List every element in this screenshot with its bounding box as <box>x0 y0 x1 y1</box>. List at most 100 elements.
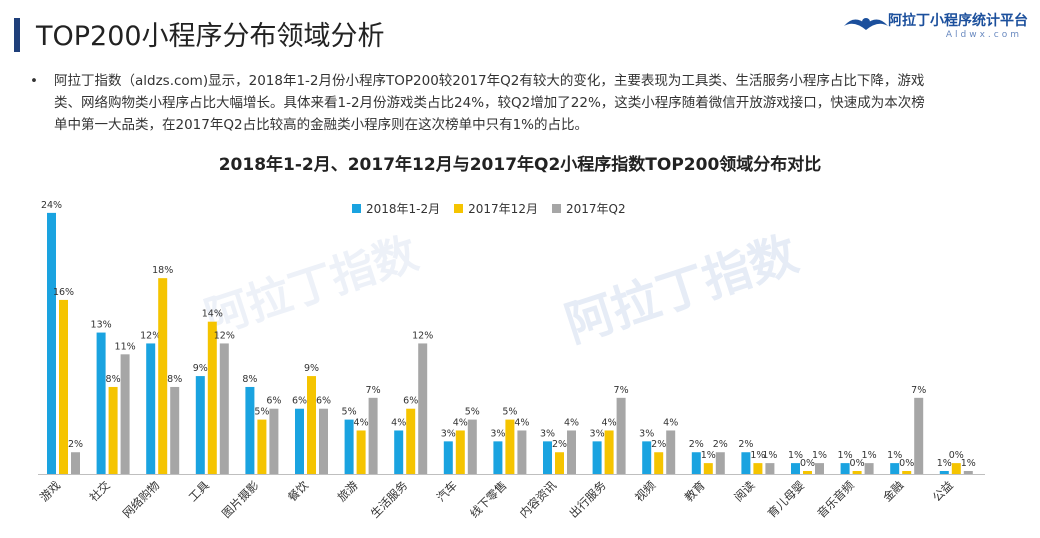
bar-s2017-q2 <box>517 430 527 474</box>
bar-s2018-jan-feb <box>939 471 949 474</box>
page-title: TOP200小程序分布领域分析 <box>36 21 385 52</box>
bar-s2017-q2 <box>467 419 477 474</box>
category-label: 社交 <box>87 478 114 505</box>
bar-s2018-jan-feb <box>642 441 652 474</box>
description: • 阿拉丁指数（aldzs.com)显示，2018年1-2月份小程序TOP200… <box>30 70 936 136</box>
bar-s2017-q2 <box>666 430 676 474</box>
legend-item: 2018年1-2月 <box>352 200 440 217</box>
data-label: 6% <box>266 396 281 407</box>
data-label: 3% <box>639 428 654 439</box>
legend-swatch <box>551 204 561 213</box>
data-label: 9% <box>304 363 319 374</box>
data-label: 7% <box>911 385 926 396</box>
bar-s2017-q2 <box>864 463 874 474</box>
data-label: 0% <box>850 458 865 469</box>
data-label: 8% <box>167 374 182 385</box>
data-label: 12% <box>214 330 235 341</box>
description-text: 阿拉丁指数（aldzs.com)显示，2018年1-2月份小程序TOP200较2… <box>54 73 925 133</box>
legend-item: 2017年Q2 <box>551 200 626 217</box>
category-label: 工具 <box>186 478 213 505</box>
bar-s2017-dec <box>555 452 564 474</box>
category-label: 阅读 <box>731 478 758 505</box>
title-accent-bar <box>14 18 20 52</box>
category-label: 内容资讯 <box>517 478 560 521</box>
bar-s2018-jan-feb <box>791 463 800 474</box>
category-label: 教育 <box>682 478 708 504</box>
legend-swatch <box>454 204 464 213</box>
category-label: 游戏 <box>37 478 64 505</box>
data-label: 1% <box>812 450 827 461</box>
bar-s2017-q2 <box>914 397 924 474</box>
data-label: 12% <box>412 330 433 341</box>
category-label: 汽车 <box>434 478 460 504</box>
bar-s2018-jan-feb <box>691 452 701 474</box>
bar-s2018-jan-feb <box>146 343 156 474</box>
bar-s2018-jan-feb <box>195 376 205 474</box>
bar-s2018-jan-feb <box>47 212 56 474</box>
data-label: 4% <box>564 417 579 428</box>
legend-item: 2017年12月 <box>454 200 538 217</box>
data-label: 4% <box>453 417 468 428</box>
data-label: 1% <box>887 450 902 461</box>
bar-s2018-jan-feb <box>295 408 304 474</box>
data-label: 24% <box>41 200 62 211</box>
category-label: 线下零售 <box>467 478 509 520</box>
brand-name: 阿拉丁小程序统计平台 <box>888 13 1028 29</box>
data-label: 2% <box>689 439 704 450</box>
data-label: 7% <box>366 385 381 396</box>
data-label: 2% <box>552 439 567 450</box>
bar-s2017-q2 <box>715 452 725 474</box>
data-label: 1% <box>762 450 777 461</box>
bar-s2017-dec <box>852 471 862 474</box>
data-label: 8% <box>106 374 121 385</box>
bar-s2017-q2 <box>815 463 824 474</box>
data-label: 3% <box>540 428 555 439</box>
bar-s2018-jan-feb <box>245 386 255 474</box>
category-label: 图片摄影 <box>219 478 262 521</box>
bar-s2017-dec <box>257 419 267 474</box>
brand-bird-icon <box>844 18 888 30</box>
bar-s2017-q2 <box>219 343 229 474</box>
category-label: 音乐音频 <box>814 478 857 521</box>
bar-s2017-dec <box>356 430 366 474</box>
bar-s2018-jan-feb <box>443 441 453 474</box>
data-label: 0% <box>800 458 815 469</box>
data-label: 1% <box>862 450 877 461</box>
data-label: 3% <box>590 428 605 439</box>
data-label: 7% <box>614 385 629 396</box>
category-label: 出行服务 <box>566 478 609 521</box>
bar-s2017-q2 <box>319 408 328 474</box>
bar-s2017-dec <box>654 452 664 474</box>
data-label: 1% <box>701 450 716 461</box>
data-label: 4% <box>354 417 369 428</box>
bar-s2018-jan-feb <box>592 441 602 474</box>
bar-s2017-dec <box>902 471 912 474</box>
bar-s2017-dec <box>505 419 515 474</box>
bar-s2017-dec <box>455 430 465 474</box>
legend-swatch <box>352 204 361 213</box>
data-label: 1% <box>750 450 765 461</box>
data-label: 6% <box>292 396 307 407</box>
bar-s2017-dec <box>604 430 614 474</box>
bar-s2018-jan-feb <box>493 441 503 474</box>
data-label: 0% <box>949 450 964 461</box>
data-label: 4% <box>391 417 406 428</box>
bar-s2017-q2 <box>71 452 80 474</box>
category-label: 网络购物 <box>120 478 162 520</box>
data-label: 1% <box>838 450 853 461</box>
bar-s2018-jan-feb <box>890 463 900 474</box>
bar-s2017-dec <box>59 299 68 474</box>
data-label: 8% <box>242 374 257 385</box>
data-label: 5% <box>342 407 357 418</box>
bar-s2017-q2 <box>368 397 378 474</box>
data-label: 5% <box>465 407 480 418</box>
data-label: 4% <box>663 417 678 428</box>
data-label: 2% <box>738 439 753 450</box>
legend-label: 2018年1-2月 <box>366 202 441 216</box>
data-label: 2% <box>68 439 83 450</box>
bar-s2017-q2 <box>418 343 428 474</box>
bar-s2017-dec <box>703 463 713 474</box>
data-label: 4% <box>602 417 617 428</box>
data-label: 5% <box>502 407 517 418</box>
category-label: 金融 <box>880 478 907 505</box>
